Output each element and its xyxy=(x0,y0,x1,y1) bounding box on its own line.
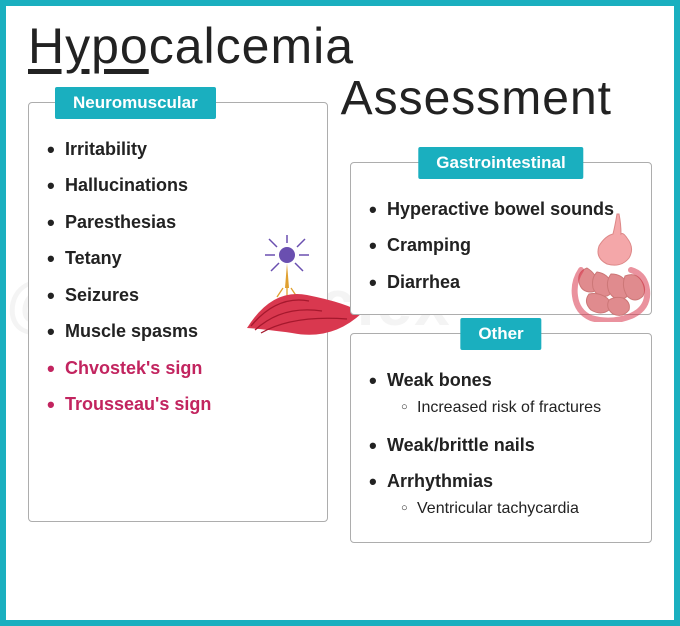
title-underlined: Hypo xyxy=(28,18,149,74)
list-item: Seizures xyxy=(47,277,313,314)
list-item-text: Trousseau's sign xyxy=(65,394,211,414)
list-item-text: Irritability xyxy=(65,139,147,159)
list-item: Irritability xyxy=(47,131,313,168)
list-item: Tetany xyxy=(47,240,313,277)
list-item-text: Arrhythmias xyxy=(387,471,493,491)
list-item: Cramping xyxy=(369,227,637,264)
list-item-text: Paresthesias xyxy=(65,212,176,232)
list-item: Hyperactive bowel sounds xyxy=(369,191,637,228)
list-item-text: Chvostek's sign xyxy=(65,358,202,378)
tab-other: Other xyxy=(460,318,541,350)
tab-neuromuscular: Neuromuscular xyxy=(55,87,216,119)
list-gastrointestinal: Hyperactive bowel sounds Cramping Diarrhea xyxy=(369,191,637,301)
list-item: Trousseau's sign xyxy=(47,386,313,423)
list-item-text: Muscle spasms xyxy=(65,321,198,341)
title-line1: Hypocalcemia xyxy=(28,20,652,73)
columns: Neuromuscular IrritabilityHallucinations… xyxy=(28,134,652,543)
list-item-text: Tetany xyxy=(65,248,122,268)
column-right: Gastrointestinal Hyperactive bowel sound… xyxy=(350,134,652,543)
page: @archernclex Hypocalcemia Assessment Neu… xyxy=(6,6,674,620)
list-item: Hallucinations xyxy=(47,167,313,204)
list-item: Weak/brittle nails xyxy=(369,427,637,464)
tab-gastrointestinal: Gastrointestinal xyxy=(418,147,583,179)
list-other: Weak bonesIncreased risk of fracturesWea… xyxy=(369,362,637,528)
list-item: Diarrhea xyxy=(369,264,637,301)
list-item: Chvostek's sign xyxy=(47,350,313,387)
list-item-text: Hyperactive bowel sounds xyxy=(387,199,614,219)
list-item-text: Weak bones xyxy=(387,370,492,390)
list-item-text: Hallucinations xyxy=(65,175,188,195)
list-item-text: Weak/brittle nails xyxy=(387,435,535,455)
sublist: Ventricular tachycardia xyxy=(401,497,637,521)
title-rest: calcemia xyxy=(149,18,354,74)
list-item: Arrhythmias Ventricular tachycardia xyxy=(369,463,637,528)
sublist-item: Ventricular tachycardia xyxy=(401,497,637,521)
list-item-text: Seizures xyxy=(65,285,139,305)
column-left: Neuromuscular IrritabilityHallucinations… xyxy=(28,134,328,543)
card-neuromuscular: Neuromuscular IrritabilityHallucinations… xyxy=(28,102,328,522)
sublist: Increased risk of fractures xyxy=(401,396,637,420)
list-item-text: Diarrhea xyxy=(387,272,460,292)
card-other: Other Weak bonesIncreased risk of fractu… xyxy=(350,333,652,543)
list-item: Paresthesias xyxy=(47,204,313,241)
sublist-item: Increased risk of fractures xyxy=(401,396,637,420)
list-item: Weak bones Increased risk of fractures xyxy=(369,362,637,427)
list-item: Muscle spasms xyxy=(47,313,313,350)
list-neuromuscular: Irritability Hallucinations Paresthesias Te… xyxy=(47,131,313,423)
card-gastrointestinal: Gastrointestinal Hyperactive bowel sound… xyxy=(350,162,652,316)
list-item-text: Cramping xyxy=(387,235,471,255)
